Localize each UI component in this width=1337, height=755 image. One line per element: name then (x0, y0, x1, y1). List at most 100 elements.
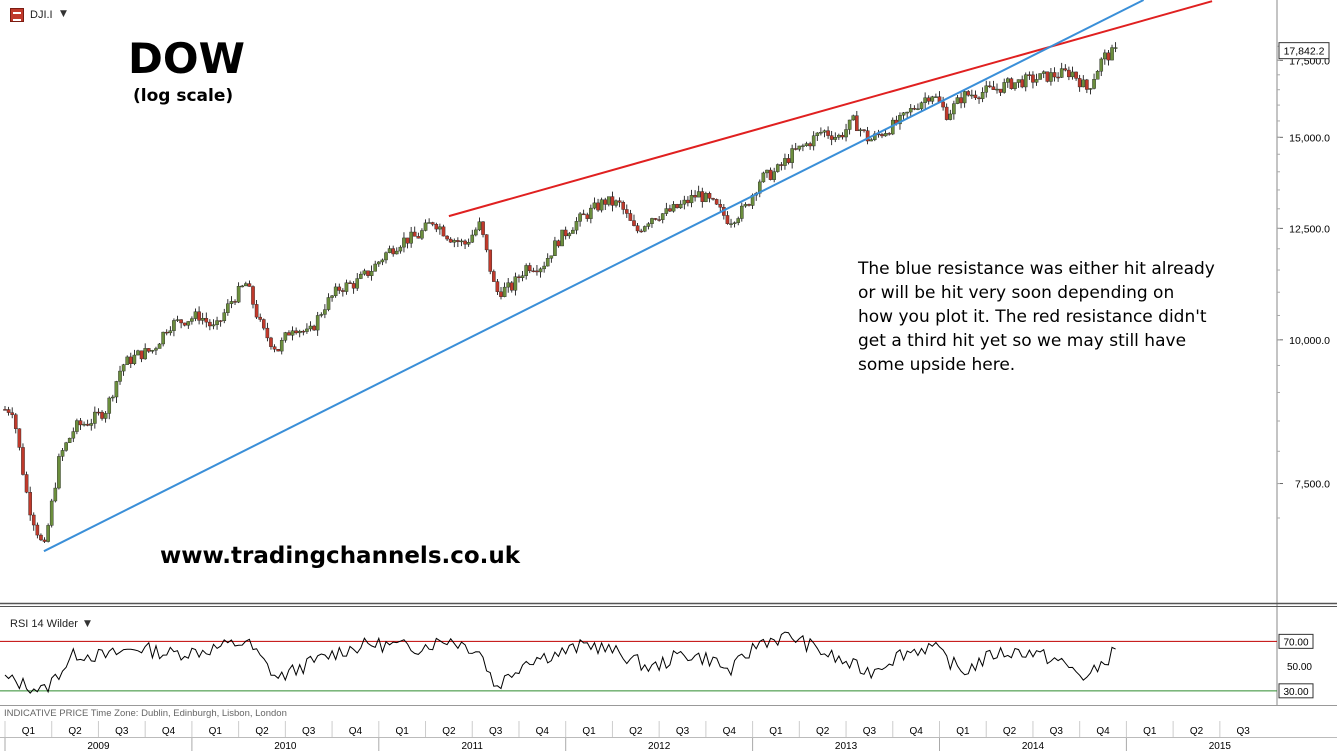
candle-body (226, 303, 230, 313)
candle-body (369, 271, 374, 276)
candle-body (474, 229, 478, 236)
footer-info: INDICATIVE PRICE Time Zone: Dublin, Edin… (4, 708, 287, 719)
candle-body (71, 431, 76, 439)
candle-body (82, 423, 86, 426)
candle-body (833, 137, 838, 140)
quarter-label: Q2 (1190, 726, 1204, 737)
candle-body (822, 130, 827, 133)
quarter-label: Q4 (162, 726, 176, 737)
candle-body (808, 143, 812, 147)
candle-body (179, 319, 183, 324)
chart-toolbar: DJI.I ▼ (0, 0, 1277, 30)
quarter-label: Q4 (1096, 726, 1110, 737)
candle-body (377, 261, 381, 265)
candle-body (35, 524, 40, 536)
symbol-label[interactable]: DJI.I (30, 9, 53, 21)
candle-body (60, 450, 65, 457)
candle-body (456, 240, 460, 242)
candle-body (714, 199, 719, 205)
candle-body (535, 270, 539, 273)
candle-body (261, 319, 266, 329)
candle-body (829, 135, 834, 140)
candle-body (89, 423, 94, 426)
year-label: 2011 (461, 741, 483, 751)
candle-body (837, 134, 841, 138)
candle-body (560, 229, 564, 247)
candle-body (1031, 74, 1035, 83)
candle-body (445, 235, 449, 240)
candle-body (57, 456, 61, 489)
candle-body (768, 169, 773, 180)
note-line: The blue resistance was either hit alrea… (858, 259, 1215, 279)
candle-body (121, 364, 126, 372)
candle-body (190, 318, 194, 322)
candle-body (887, 133, 891, 135)
candle-body (279, 340, 284, 352)
candle-body (1095, 70, 1100, 80)
candle-body (790, 148, 794, 163)
candle-body (111, 396, 115, 399)
candle-body (132, 354, 137, 364)
candle-body (704, 193, 708, 202)
candle-body (574, 221, 579, 231)
rsi-panel: 70.00 30.00 50.00 (0, 631, 1314, 699)
candle-body (653, 218, 658, 220)
cfd-icon[interactable] (10, 8, 24, 22)
candle-body (639, 230, 643, 233)
candle-body (394, 250, 399, 255)
y-tick-label: 15,000.0 (1289, 132, 1330, 144)
candle-body (1016, 79, 1021, 83)
candle-body (628, 213, 633, 221)
candle-body (470, 234, 475, 243)
candle-body (646, 223, 651, 227)
candle-body (625, 209, 629, 214)
candle-body (409, 231, 413, 244)
candle-body (492, 271, 496, 282)
candle-body (657, 219, 661, 221)
candle-body (980, 92, 985, 99)
candle-body (883, 133, 888, 137)
candle-body (423, 222, 428, 231)
candle-body (549, 255, 554, 259)
candle-body (186, 321, 191, 326)
rsi-line (4, 631, 1116, 694)
candle-body (75, 420, 79, 432)
chevron-down-icon[interactable]: ▼ (60, 9, 67, 19)
candle-body (711, 198, 715, 200)
candle-body (675, 204, 679, 209)
candle-body (686, 199, 690, 204)
candle-body (1067, 69, 1071, 78)
candle-body (1049, 72, 1053, 82)
candle-body (294, 330, 298, 334)
candle-body (502, 286, 507, 297)
candle-body (430, 222, 435, 225)
quarter-label: Q4 (723, 726, 737, 737)
candle-body (991, 86, 996, 90)
candle-body (635, 225, 640, 232)
quarter-label: Q1 (209, 726, 223, 737)
candle-body (786, 158, 791, 163)
candle-body (39, 534, 43, 541)
candle-body (434, 224, 439, 230)
candle-body (391, 248, 395, 255)
candle-body (6, 409, 11, 413)
candle-body (3, 409, 7, 411)
candle-body (959, 97, 963, 104)
chevron-down-icon[interactable]: ▼ (84, 619, 91, 629)
candle-body (642, 226, 647, 232)
candle-body (31, 514, 36, 526)
candle-body (405, 237, 410, 244)
note-line: some upside here. (858, 355, 1016, 375)
candle-body (553, 240, 557, 256)
candle-body (729, 223, 733, 225)
candle-body (765, 169, 769, 174)
quarter-label: Q4 (349, 726, 363, 737)
website-url: www.tradingchannels.co.uk (160, 543, 521, 569)
candle-body (488, 249, 493, 272)
candle-body (172, 320, 176, 331)
rsi-indicator-label[interactable]: RSI 14 Wilder (10, 618, 78, 630)
candle-body (114, 381, 119, 398)
candle-body (1063, 68, 1068, 71)
